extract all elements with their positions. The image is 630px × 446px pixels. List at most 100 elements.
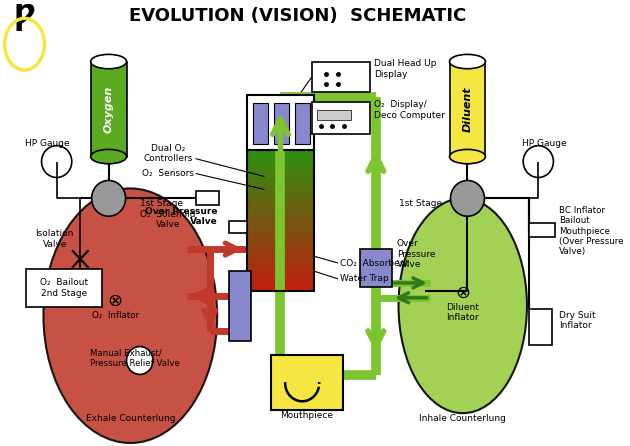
Bar — [248, 248, 314, 252]
Bar — [248, 251, 314, 254]
Bar — [274, 103, 289, 144]
Bar — [295, 103, 310, 144]
Bar — [248, 154, 314, 157]
Text: O₂  Display/
Deco Computer: O₂ Display/ Deco Computer — [374, 100, 445, 120]
Bar — [248, 159, 314, 162]
Bar — [248, 204, 314, 206]
Text: ⊗: ⊗ — [108, 292, 123, 310]
Bar — [529, 309, 551, 345]
Bar — [248, 232, 314, 235]
Bar — [248, 284, 314, 287]
Ellipse shape — [399, 198, 527, 413]
Bar — [248, 185, 314, 188]
Bar — [248, 239, 314, 242]
Bar — [248, 289, 314, 291]
Bar — [248, 157, 314, 160]
Bar — [248, 173, 314, 176]
Text: O₂  Solenoid
Valve: O₂ Solenoid Valve — [140, 210, 196, 229]
Bar — [248, 277, 314, 280]
Bar — [248, 223, 314, 225]
Bar — [312, 102, 370, 134]
Bar — [271, 355, 343, 410]
Text: Isolation
Valve: Isolation Valve — [35, 229, 74, 249]
Bar — [248, 95, 314, 150]
Bar — [248, 182, 314, 186]
Bar — [248, 152, 314, 155]
Text: Over Pressure
Valve: Over Pressure Valve — [145, 206, 217, 226]
Ellipse shape — [450, 149, 485, 164]
Text: 1st Stage: 1st Stage — [140, 199, 183, 208]
Ellipse shape — [91, 54, 127, 69]
Text: Ƿ: Ƿ — [14, 4, 35, 31]
Bar — [248, 230, 314, 232]
Text: Oxygen: Oxygen — [103, 86, 113, 133]
Bar — [312, 62, 370, 92]
Bar — [248, 202, 314, 204]
Text: Over
Pressure
Valve: Over Pressure Valve — [397, 239, 435, 269]
Bar — [318, 110, 352, 120]
Bar — [248, 286, 314, 289]
Bar — [248, 225, 314, 228]
Bar — [248, 218, 314, 221]
Bar — [248, 187, 314, 190]
Bar — [248, 260, 314, 263]
Bar — [529, 223, 555, 237]
Bar — [248, 197, 314, 199]
Bar — [248, 194, 314, 197]
Text: HP Gauge: HP Gauge — [25, 139, 69, 148]
Bar — [253, 103, 268, 144]
Bar — [248, 272, 314, 275]
Text: EVOLUTION (VISION)  SCHEMATIC: EVOLUTION (VISION) SCHEMATIC — [129, 8, 466, 25]
Bar — [248, 244, 314, 247]
Text: Diluent
Inflator: Diluent Inflator — [446, 303, 479, 322]
Bar — [248, 178, 314, 181]
Text: Mouthpiece: Mouthpiece — [280, 411, 333, 420]
Ellipse shape — [42, 146, 72, 178]
Bar — [248, 246, 314, 249]
Bar — [229, 271, 251, 341]
Text: Inhale Counterlung: Inhale Counterlung — [420, 413, 506, 423]
Bar — [248, 161, 314, 164]
Bar — [248, 215, 314, 219]
Text: Dry Suit
Inflator: Dry Suit Inflator — [559, 311, 596, 330]
Text: Manual Exhaust/
Pressure Relief Valve: Manual Exhaust/ Pressure Relief Valve — [89, 349, 180, 368]
Bar — [248, 180, 314, 183]
Bar — [248, 213, 314, 216]
Bar — [248, 211, 314, 214]
Ellipse shape — [523, 146, 553, 178]
Bar — [248, 164, 314, 167]
Bar — [248, 169, 314, 171]
Bar — [248, 192, 314, 195]
Bar — [248, 150, 314, 153]
Bar — [360, 249, 392, 287]
Bar — [248, 281, 314, 284]
Text: Exhale Counterlung: Exhale Counterlung — [86, 413, 175, 423]
Ellipse shape — [43, 188, 217, 443]
Text: CO₂  Absorbent: CO₂ Absorbent — [340, 259, 409, 268]
Bar — [248, 220, 314, 223]
Text: O₂  Sensors: O₂ Sensors — [142, 169, 194, 178]
Bar — [248, 263, 314, 265]
Bar — [248, 208, 314, 211]
Bar — [248, 258, 314, 261]
Bar — [229, 221, 248, 233]
Text: Dual Head Up
Display: Dual Head Up Display — [374, 59, 437, 79]
Bar — [91, 62, 127, 157]
Text: HP Gauge: HP Gauge — [522, 139, 566, 148]
Bar — [26, 269, 102, 307]
Bar — [248, 265, 314, 268]
Bar — [248, 279, 314, 282]
Bar — [450, 62, 485, 157]
Bar — [248, 267, 314, 270]
Ellipse shape — [91, 149, 127, 164]
Bar — [248, 190, 314, 193]
Bar — [248, 171, 314, 173]
Text: O₂  Bailout
2nd Stage: O₂ Bailout 2nd Stage — [40, 278, 88, 297]
Text: Dual O₂
Controllers: Dual O₂ Controllers — [144, 144, 193, 163]
Text: O₂  Inflator: O₂ Inflator — [91, 311, 139, 320]
Text: BC Inflator
Bailout
Mouthpiece
(Over Pressure
Valve): BC Inflator Bailout Mouthpiece (Over Pre… — [559, 206, 624, 256]
Text: Diluent: Diluent — [462, 86, 472, 132]
Bar — [248, 237, 314, 240]
Ellipse shape — [91, 181, 125, 216]
Bar — [248, 274, 314, 277]
